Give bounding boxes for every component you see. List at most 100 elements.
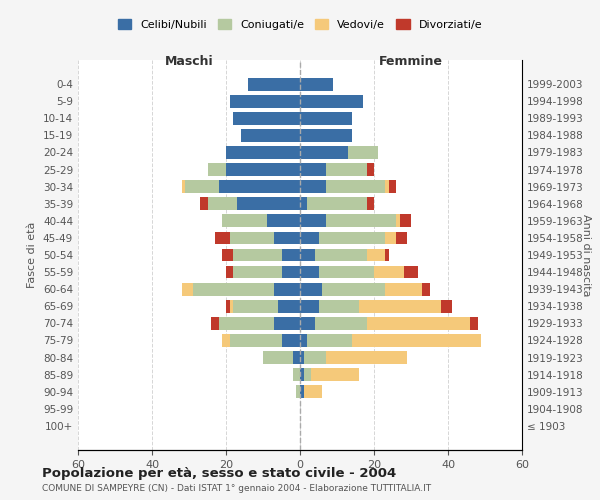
- Bar: [281, 334, 300, 347]
- Bar: [396, 214, 400, 227]
- Bar: [237, 198, 300, 210]
- Bar: [367, 163, 374, 176]
- Bar: [226, 266, 233, 278]
- Bar: [233, 300, 278, 312]
- Bar: [218, 317, 274, 330]
- Bar: [300, 112, 352, 124]
- Bar: [326, 180, 385, 193]
- Bar: [218, 180, 300, 193]
- Bar: [208, 163, 226, 176]
- Bar: [319, 232, 385, 244]
- Bar: [281, 248, 300, 262]
- Bar: [274, 317, 300, 330]
- Text: Popolazione per età, sesso e stato civile - 2004: Popolazione per età, sesso e stato civil…: [42, 468, 396, 480]
- Bar: [293, 351, 300, 364]
- Bar: [374, 266, 404, 278]
- Bar: [367, 198, 374, 210]
- Bar: [226, 300, 230, 312]
- Y-axis label: Fasce di età: Fasce di età: [28, 222, 37, 288]
- Bar: [385, 283, 422, 296]
- Legend: Celibi/Nubili, Coniugati/e, Vedovi/e, Divorziati/e: Celibi/Nubili, Coniugati/e, Vedovi/e, Di…: [113, 15, 487, 34]
- Bar: [215, 232, 230, 244]
- Bar: [300, 198, 307, 210]
- Bar: [300, 78, 334, 90]
- Bar: [385, 232, 396, 244]
- Bar: [274, 283, 300, 296]
- Bar: [248, 78, 300, 90]
- Bar: [404, 266, 418, 278]
- Bar: [326, 163, 367, 176]
- Bar: [359, 300, 440, 312]
- Bar: [263, 351, 293, 364]
- Bar: [266, 214, 300, 227]
- Bar: [307, 334, 352, 347]
- Bar: [300, 180, 326, 193]
- Bar: [293, 368, 300, 381]
- Bar: [304, 386, 322, 398]
- Bar: [211, 317, 218, 330]
- Bar: [223, 248, 233, 262]
- Bar: [422, 283, 430, 296]
- Bar: [226, 163, 300, 176]
- Bar: [230, 95, 300, 108]
- Bar: [315, 317, 367, 330]
- Bar: [367, 248, 385, 262]
- Bar: [300, 146, 348, 159]
- Bar: [230, 232, 274, 244]
- Bar: [300, 386, 304, 398]
- Bar: [300, 334, 307, 347]
- Y-axis label: Anni di nascita: Anni di nascita: [581, 214, 590, 296]
- Bar: [233, 112, 300, 124]
- Text: COMUNE DI SAMPEYRE (CN) - Dati ISTAT 1° gennaio 2004 - Elaborazione TUTTITALIA.I: COMUNE DI SAMPEYRE (CN) - Dati ISTAT 1° …: [42, 484, 431, 493]
- Bar: [185, 180, 218, 193]
- Bar: [300, 317, 315, 330]
- Bar: [200, 198, 208, 210]
- Bar: [300, 248, 315, 262]
- Bar: [182, 283, 193, 296]
- Bar: [311, 368, 359, 381]
- Bar: [193, 283, 274, 296]
- Bar: [230, 300, 233, 312]
- Bar: [352, 334, 481, 347]
- Bar: [326, 214, 396, 227]
- Bar: [319, 266, 374, 278]
- Bar: [348, 146, 378, 159]
- Bar: [385, 248, 389, 262]
- Bar: [389, 180, 396, 193]
- Bar: [300, 214, 326, 227]
- Bar: [470, 317, 478, 330]
- Bar: [300, 368, 304, 381]
- Bar: [304, 368, 311, 381]
- Bar: [233, 248, 281, 262]
- Bar: [281, 266, 300, 278]
- Bar: [296, 386, 300, 398]
- Bar: [241, 129, 300, 142]
- Bar: [300, 95, 363, 108]
- Bar: [315, 248, 367, 262]
- Bar: [326, 351, 407, 364]
- Text: Femmine: Femmine: [379, 55, 443, 68]
- Bar: [300, 283, 322, 296]
- Bar: [385, 180, 389, 193]
- Bar: [222, 334, 230, 347]
- Bar: [440, 300, 452, 312]
- Bar: [208, 198, 237, 210]
- Bar: [322, 283, 385, 296]
- Bar: [300, 163, 326, 176]
- Bar: [300, 129, 352, 142]
- Bar: [278, 300, 300, 312]
- Bar: [304, 351, 326, 364]
- Bar: [307, 198, 367, 210]
- Bar: [400, 214, 411, 227]
- Bar: [300, 232, 319, 244]
- Bar: [274, 232, 300, 244]
- Bar: [319, 300, 359, 312]
- Bar: [396, 232, 407, 244]
- Bar: [182, 180, 185, 193]
- Bar: [367, 317, 470, 330]
- Bar: [222, 214, 266, 227]
- Bar: [300, 266, 319, 278]
- Bar: [230, 334, 281, 347]
- Bar: [300, 300, 319, 312]
- Bar: [226, 146, 300, 159]
